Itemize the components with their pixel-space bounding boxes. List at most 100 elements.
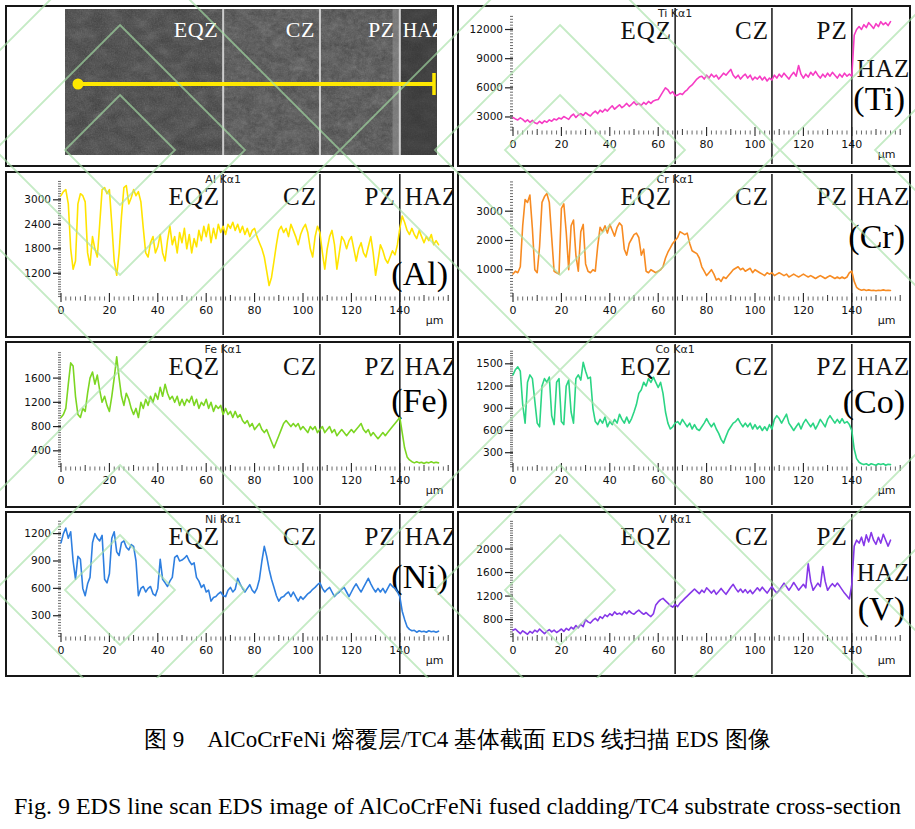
y-tick-label: 1000 <box>476 263 503 275</box>
y-tick-label: 3000 <box>24 193 51 205</box>
sem-zone-label-eqz: EQZ <box>174 17 218 42</box>
chart-panel-v: EQZCZPZHAZ(V)V Kα18001200160020000204060… <box>457 511 911 677</box>
element-label: (Ti) <box>853 80 905 118</box>
x-tick-label: 0 <box>510 304 517 317</box>
y-tick-label: 300 <box>31 609 51 621</box>
zone-label-haz: HAZ <box>857 183 909 210</box>
y-tick-label: 1800 <box>24 242 51 254</box>
x-tick-label: 60 <box>651 474 665 487</box>
y-tick-label: 9000 <box>476 52 503 64</box>
x-tick-label: 120 <box>793 474 814 487</box>
y-tick-label: 2000 <box>476 543 503 555</box>
chart-title: Ti Kα1 <box>657 7 692 20</box>
x-tick-label: 40 <box>151 304 165 317</box>
chart-panel-cr: EQZCZPZHAZ(Cr)Cr Kα110002000300002040608… <box>457 171 911 338</box>
x-tick-label: 60 <box>199 644 213 657</box>
x-tick-label: 140 <box>389 474 410 487</box>
zone-label-haz: HAZ <box>857 559 909 586</box>
zone-label-pz: PZ <box>817 183 848 210</box>
chart-al: EQZCZPZHAZ(Al)Al Kα112001800240030000204… <box>7 173 452 336</box>
chart-panel-ni: EQZCZPZHAZ(Ni)Ni Kα130060090012000204060… <box>5 511 454 677</box>
x-tick-label: 40 <box>151 474 165 487</box>
chart-title: Fe Kα1 <box>204 343 241 356</box>
zone-label-eqz: EQZ <box>621 183 673 210</box>
x-tick-label: 0 <box>510 644 517 657</box>
y-tick-label: 600 <box>31 582 51 594</box>
zone-label-cz: CZ <box>283 353 317 380</box>
x-tick-label: 20 <box>102 304 116 317</box>
x-tick-label: 120 <box>793 644 814 657</box>
x-tick-label: 140 <box>389 304 410 317</box>
zone-label-eqz: EQZ <box>169 183 221 210</box>
zone-label-pz: PZ <box>817 353 848 380</box>
x-axis-unit: μm <box>878 654 896 667</box>
element-label: (Ni) <box>391 558 448 596</box>
x-tick-label: 0 <box>510 138 517 151</box>
chart-cr: EQZCZPZHAZ(Cr)Cr Kα110002000300002040608… <box>459 173 909 336</box>
sem-zone-label-haz: HAZ <box>403 19 444 41</box>
figure-page: EQZCZPZHAZ EQZCZPZHAZ(Ti)Ti Kα1300060009… <box>0 0 915 829</box>
x-tick-label: 100 <box>745 304 766 317</box>
chart-ni: EQZCZPZHAZ(Ni)Ni Kα130060090012000204060… <box>7 513 452 675</box>
x-axis-unit: μm <box>878 484 896 497</box>
y-tick-label: 600 <box>483 424 503 436</box>
sem-image-panel: EQZCZPZHAZ <box>5 5 454 167</box>
x-tick-label: 80 <box>248 644 262 657</box>
x-tick-label: 20 <box>554 304 568 317</box>
x-tick-label: 100 <box>293 644 314 657</box>
y-tick-label: 3000 <box>476 110 503 122</box>
zone-label-eqz: EQZ <box>621 353 673 380</box>
y-tick-label: 1200 <box>476 380 503 392</box>
zone-label-cz: CZ <box>735 183 769 210</box>
zone-label-haz: HAZ <box>405 353 452 380</box>
zone-label-cz: CZ <box>735 523 769 550</box>
y-tick-label: 1200 <box>24 396 51 408</box>
chart-panel-co: EQZCZPZHAZ(Co)Co Kα130060090012001500020… <box>457 341 911 508</box>
x-axis-unit: μm <box>878 314 896 327</box>
x-tick-label: 120 <box>341 304 362 317</box>
x-tick-label: 80 <box>700 644 714 657</box>
chart-panel-al: EQZCZPZHAZ(Al)Al Kα112001800240030000204… <box>5 171 454 338</box>
sem-image: EQZCZPZHAZ <box>7 7 452 165</box>
x-axis-unit: μm <box>426 314 444 327</box>
element-label: (Al) <box>391 255 448 293</box>
x-tick-label: 100 <box>293 474 314 487</box>
x-tick-label: 100 <box>293 304 314 317</box>
element-label: (Co) <box>843 383 905 421</box>
x-tick-label: 20 <box>554 138 568 151</box>
zone-label-pz: PZ <box>817 17 848 44</box>
x-tick-label: 80 <box>700 138 714 151</box>
element-label: (V) <box>858 590 905 628</box>
x-tick-label: 100 <box>745 644 766 657</box>
x-tick-label: 140 <box>841 138 862 151</box>
x-tick-label: 120 <box>793 304 814 317</box>
y-tick-label: 900 <box>31 554 51 566</box>
chart-title: Al Kα1 <box>205 173 241 186</box>
chart-panel-fe: EQZCZPZHAZ(Fe)Fe Kα140080012001600020406… <box>5 341 454 508</box>
y-tick-label: 1500 <box>476 357 503 369</box>
x-tick-label: 100 <box>745 138 766 151</box>
y-tick-label: 3000 <box>476 205 503 217</box>
x-axis-unit: μm <box>426 654 444 667</box>
chart-v: EQZCZPZHAZ(V)V Kα18001200160020000204060… <box>459 513 909 675</box>
caption-chinese: 图 9 AlCoCrFeNi 熔覆层/TC4 基体截面 EDS 线扫描 EDS … <box>0 724 915 755</box>
chart-title: Cr Kα1 <box>657 173 694 186</box>
x-tick-label: 20 <box>554 474 568 487</box>
zone-label-pz: PZ <box>365 523 396 550</box>
y-tick-label: 800 <box>483 613 503 625</box>
zone-label-cz: CZ <box>283 183 317 210</box>
x-tick-label: 140 <box>841 474 862 487</box>
zone-label-eqz: EQZ <box>621 17 673 44</box>
y-tick-label: 300 <box>483 446 503 458</box>
x-tick-label: 120 <box>793 138 814 151</box>
sem-zone-label-cz: CZ <box>286 17 315 42</box>
x-tick-label: 20 <box>102 644 116 657</box>
zone-label-eqz: EQZ <box>169 523 221 550</box>
x-axis-unit: μm <box>426 484 444 497</box>
zone-label-haz: HAZ <box>857 353 909 380</box>
zone-label-cz: CZ <box>283 523 317 550</box>
x-tick-label: 80 <box>700 304 714 317</box>
chart-co: EQZCZPZHAZ(Co)Co Kα130060090012001500020… <box>459 343 909 506</box>
chart-fe: EQZCZPZHAZ(Fe)Fe Kα140080012001600020406… <box>7 343 452 506</box>
y-tick-label: 800 <box>31 420 51 432</box>
